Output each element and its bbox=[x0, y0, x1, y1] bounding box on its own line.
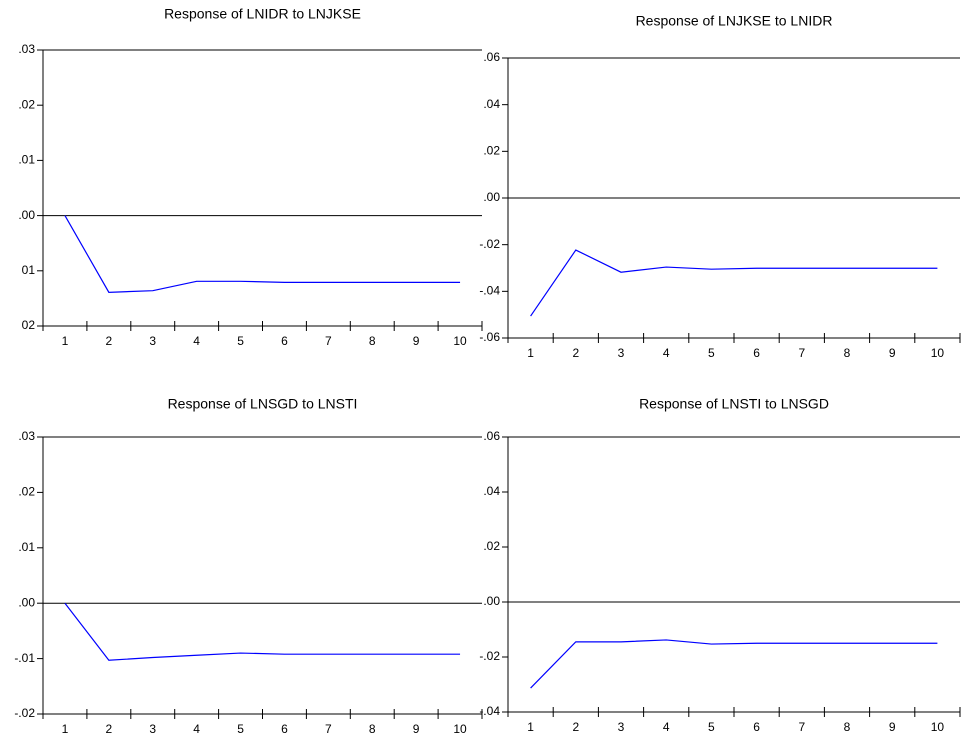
x-tick-label: 10 bbox=[931, 720, 945, 734]
y-tick-label: .04 bbox=[483, 484, 500, 498]
x-tick-label: 6 bbox=[753, 346, 760, 360]
x-tick-label: 6 bbox=[753, 720, 760, 734]
x-tick-label: 6 bbox=[281, 722, 288, 736]
x-tick-label: 7 bbox=[798, 720, 805, 734]
x-tick-label: 4 bbox=[193, 334, 200, 348]
chart-title: Response of LNSGD to LNSTI bbox=[168, 396, 358, 412]
chart-title: Response of LNJKSE to LNIDR bbox=[636, 13, 833, 29]
x-tick-label: 5 bbox=[237, 334, 244, 348]
x-tick-label: 1 bbox=[62, 722, 69, 736]
y-tick-label: .03 bbox=[18, 42, 35, 56]
y-tick-label: .00 bbox=[18, 595, 35, 609]
x-tick-label: 9 bbox=[413, 334, 420, 348]
y-tick-label: .04 bbox=[483, 97, 500, 111]
x-tick-label: 9 bbox=[413, 722, 420, 736]
x-tick-label: 4 bbox=[663, 720, 670, 734]
chart-title: Response of LNSTI to LNSGD bbox=[639, 396, 829, 412]
x-tick-label: 7 bbox=[325, 334, 332, 348]
x-tick-label: 2 bbox=[572, 346, 579, 360]
x-tick-label: 4 bbox=[193, 722, 200, 736]
y-tick-label: -.02 bbox=[479, 237, 500, 251]
x-tick-label: 7 bbox=[325, 722, 332, 736]
y-tick-label: -.02 bbox=[479, 649, 500, 663]
y-tick-label: 02 bbox=[22, 318, 36, 332]
response-line bbox=[530, 249, 938, 317]
x-tick-label: 3 bbox=[618, 720, 625, 734]
x-tick-label: 4 bbox=[663, 346, 670, 360]
x-tick-label: 8 bbox=[369, 722, 376, 736]
y-tick-label: .03 bbox=[18, 429, 35, 443]
y-tick-label: .06 bbox=[483, 50, 500, 64]
chart-title: Response of LNIDR to LNJKSE bbox=[164, 6, 361, 22]
y-tick-label: -.06 bbox=[479, 330, 500, 344]
x-tick-label: 9 bbox=[889, 346, 896, 360]
y-tick-label: .00 bbox=[18, 208, 35, 222]
x-tick-label: 8 bbox=[844, 720, 851, 734]
y-tick-label: -.01 bbox=[14, 651, 35, 665]
y-tick-label: 01 bbox=[22, 263, 36, 277]
x-tick-label: 1 bbox=[62, 334, 69, 348]
x-tick-label: 1 bbox=[527, 346, 534, 360]
x-tick-label: 8 bbox=[844, 346, 851, 360]
y-tick-label: -.04 bbox=[479, 704, 500, 718]
x-tick-label: 2 bbox=[106, 722, 113, 736]
y-tick-label: .01 bbox=[18, 153, 35, 167]
x-tick-label: 6 bbox=[281, 334, 288, 348]
x-tick-label: 10 bbox=[453, 334, 467, 348]
x-tick-label: 9 bbox=[889, 720, 896, 734]
x-tick-label: 2 bbox=[106, 334, 113, 348]
y-tick-label: .02 bbox=[483, 144, 500, 158]
y-tick-label: .01 bbox=[18, 540, 35, 554]
y-tick-label: .06 bbox=[483, 429, 500, 443]
response-line bbox=[64, 602, 461, 661]
x-tick-label: 3 bbox=[618, 346, 625, 360]
y-tick-label: .02 bbox=[18, 97, 35, 111]
response-line bbox=[64, 215, 461, 293]
x-tick-label: 2 bbox=[572, 720, 579, 734]
x-tick-label: 10 bbox=[931, 346, 945, 360]
y-tick-label: .02 bbox=[18, 485, 35, 499]
x-tick-label: 5 bbox=[708, 720, 715, 734]
y-tick-label: .02 bbox=[483, 539, 500, 553]
x-tick-label: 10 bbox=[453, 722, 467, 736]
x-tick-label: 5 bbox=[708, 346, 715, 360]
y-tick-label: -.02 bbox=[14, 706, 35, 720]
x-tick-label: 5 bbox=[237, 722, 244, 736]
x-tick-label: 7 bbox=[798, 346, 805, 360]
response-line bbox=[530, 639, 938, 689]
x-tick-label: 3 bbox=[149, 334, 156, 348]
x-tick-label: 8 bbox=[369, 334, 376, 348]
y-tick-label: .00 bbox=[483, 594, 500, 608]
y-tick-label: -.04 bbox=[479, 284, 500, 298]
y-tick-label: .00 bbox=[483, 190, 500, 204]
x-tick-label: 3 bbox=[149, 722, 156, 736]
x-tick-label: 1 bbox=[527, 720, 534, 734]
